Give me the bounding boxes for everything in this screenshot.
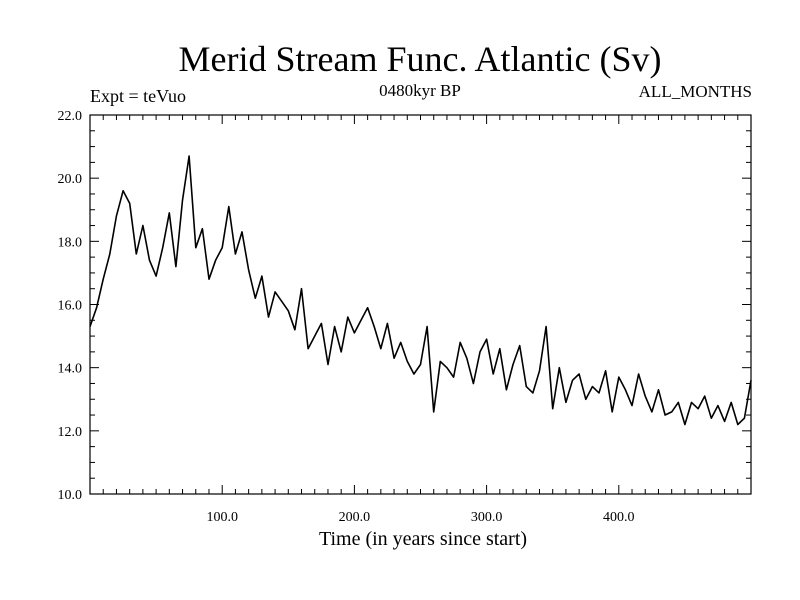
x-tick-label: 400.0 xyxy=(603,510,635,525)
y-tick-label: 14.0 xyxy=(58,362,83,377)
chart-title: Merid Stream Func. Atlantic (Sv) xyxy=(178,39,662,79)
y-tick-label: 22.0 xyxy=(58,109,83,124)
x-tick-label: 300.0 xyxy=(471,510,503,525)
months-label: ALL_MONTHS xyxy=(638,82,752,101)
y-tick-label: 10.0 xyxy=(58,488,83,503)
x-tick-label: 200.0 xyxy=(339,510,371,525)
y-tick-label: 12.0 xyxy=(58,425,83,440)
y-tick-label: 18.0 xyxy=(58,235,83,250)
y-tick-label: 20.0 xyxy=(58,172,83,187)
axis-ticks xyxy=(90,115,751,494)
x-tick-label: 100.0 xyxy=(206,510,238,525)
tick-labels: 100.0 200.0 300.0 400.0 10.0 12.0 14.0 16.0 18.0… xyxy=(58,109,635,525)
x-axis-label: Time (in years since start) xyxy=(318,528,528,550)
plot-frame xyxy=(89,114,752,495)
period-label: 0480kyr BP xyxy=(379,81,461,100)
experiment-label: Expt = teVuo xyxy=(90,86,187,106)
y-tick-label: 16.0 xyxy=(58,299,83,314)
series-line xyxy=(89,155,752,426)
